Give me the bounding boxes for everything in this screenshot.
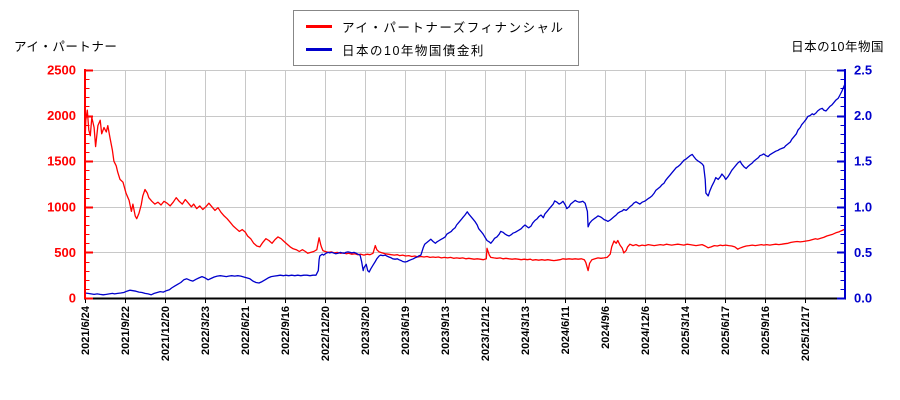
x-tick-label: 2024/12/6 — [640, 306, 652, 355]
right-axis-tick-label: 2.0 — [854, 108, 872, 123]
x-tick-label: 2021/6/24 — [80, 305, 92, 355]
left-axis-tick-label: 1000 — [47, 199, 76, 214]
x-tick-label: 2023/3/20 — [360, 306, 372, 355]
legend-label-blue-series: 日本の10年物国債金利 — [342, 43, 485, 58]
legend-item: アイ・パートナーズフィナンシャル — [306, 16, 565, 36]
x-tick-label: 2024/9/6 — [600, 306, 612, 349]
x-tick-label: 2023/9/13 — [440, 306, 452, 355]
x-tick-label: 2023/6/19 — [400, 306, 412, 355]
left-axis-tick-label: 0 — [69, 291, 76, 306]
right-axis-title: 日本の10年物国 — [791, 40, 884, 54]
left-axis-tick-label: 1500 — [47, 154, 76, 169]
left-axis-tick-label: 2500 — [47, 63, 76, 78]
blue-series-line — [84, 83, 846, 296]
x-tick-label: 2025/3/14 — [680, 305, 692, 355]
right-axis-tick-label: 1.0 — [854, 199, 872, 214]
x-tick-label: 2024/3/13 — [520, 306, 532, 355]
x-tick-label: 2022/12/20 — [320, 306, 332, 361]
x-tick-label: 2025/12/17 — [800, 306, 812, 361]
right-axis-tick-label: 0.0 — [854, 291, 872, 306]
red-line-swatch — [306, 24, 332, 28]
x-tick-label: 2022/3/23 — [200, 306, 212, 355]
x-tick-label: 2025/6/17 — [720, 306, 732, 355]
red-series-line — [84, 109, 846, 272]
legend: アイ・パートナーズフィナンシャル 日本の10年物国債金利 — [293, 10, 579, 66]
blue-line-swatch — [306, 47, 332, 51]
x-tick-label: 2023/12/12 — [480, 306, 492, 361]
x-tick-label: 2024/6/11 — [560, 306, 572, 354]
x-tick-label: 2021/9/22 — [120, 306, 132, 355]
x-tick-label: 2022/6/21 — [240, 306, 252, 355]
x-tick-label: 2025/9/16 — [760, 306, 772, 355]
right-axis-tick-label: 2.5 — [854, 63, 872, 78]
left-axis-title: アイ・パートナー — [14, 40, 118, 54]
legend-item: 日本の10年物国債金利 — [306, 39, 565, 59]
left-axis-tick-label: 500 — [54, 245, 76, 260]
right-axis-tick-label: 0.5 — [854, 245, 872, 260]
left-axis-tick-label: 2000 — [47, 108, 76, 123]
x-tick-label: 2022/9/16 — [280, 306, 292, 355]
x-tick-label: 2021/12/20 — [160, 306, 172, 361]
right-axis-tick-label: 1.5 — [854, 154, 872, 169]
legend-label-red-series: アイ・パートナーズフィナンシャル — [342, 20, 565, 35]
